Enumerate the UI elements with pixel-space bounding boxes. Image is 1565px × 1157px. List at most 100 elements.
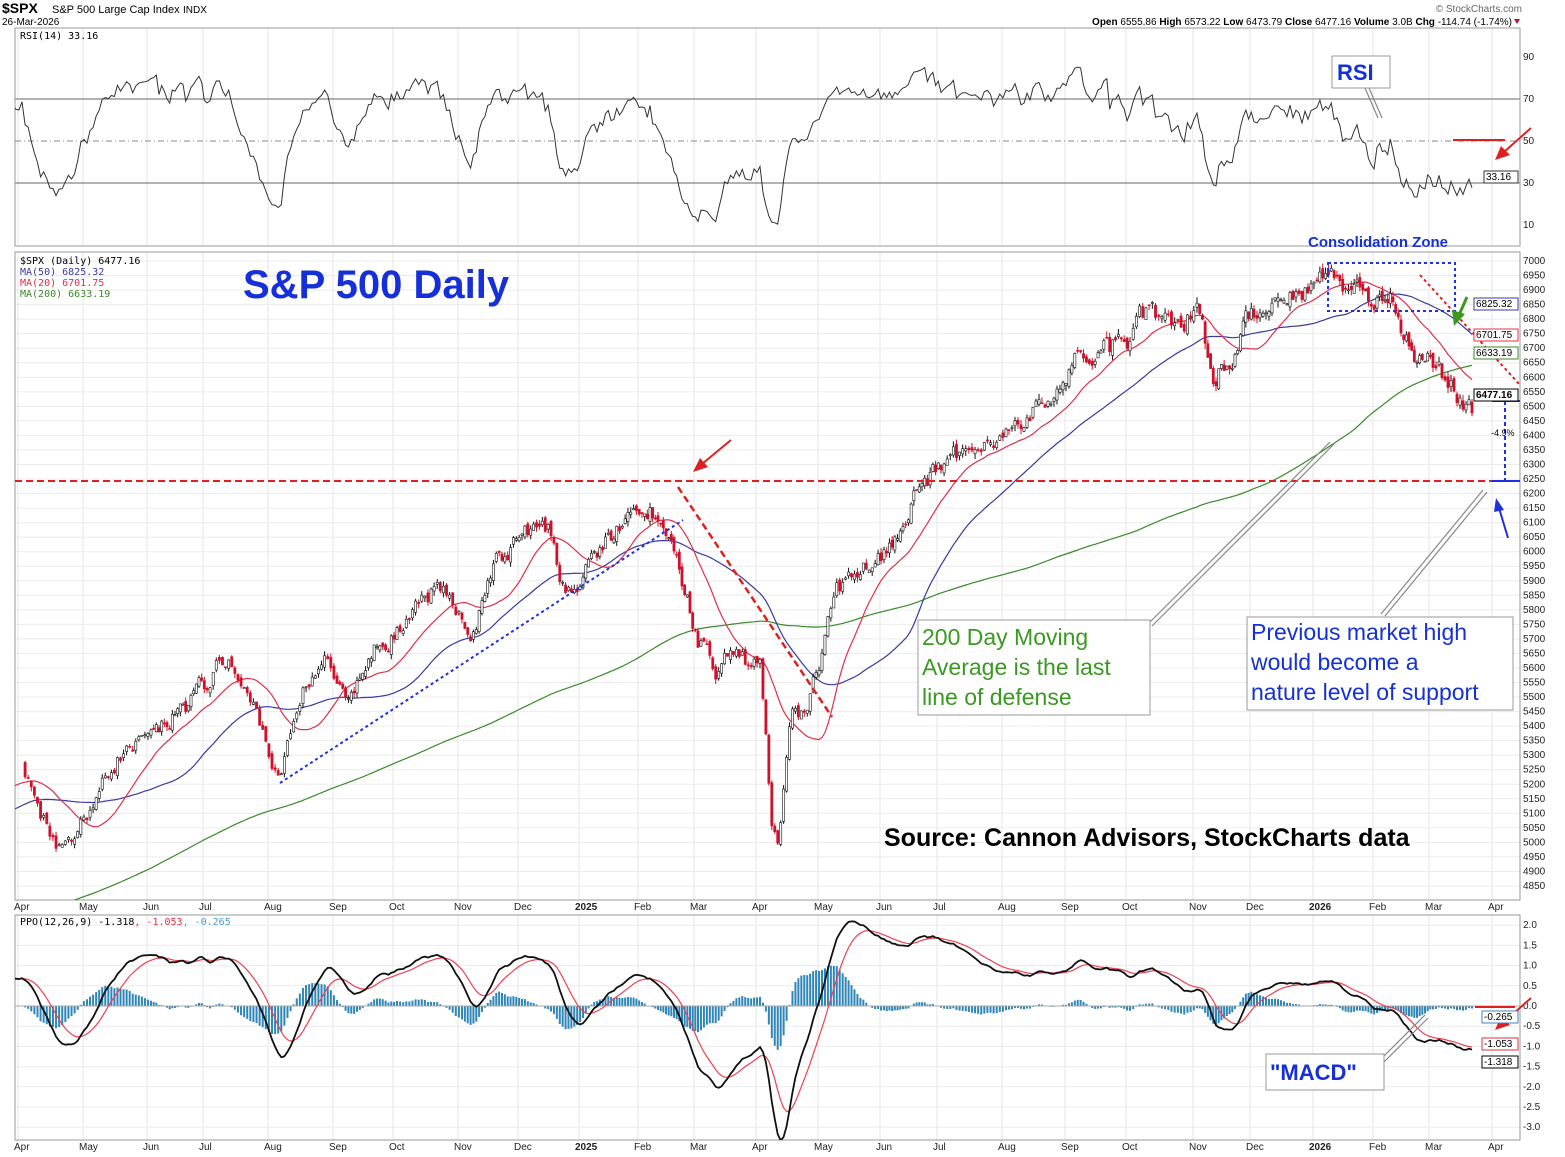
x-tick-label: 2025 bbox=[575, 902, 598, 913]
candle bbox=[1099, 350, 1103, 354]
x-tick-label: Aug bbox=[264, 902, 282, 913]
x-tick-label: Dec bbox=[514, 1142, 532, 1153]
candle bbox=[926, 478, 929, 486]
ppo-histogram-bar bbox=[977, 1006, 980, 1014]
price-tick-label: 6650 bbox=[1523, 358, 1546, 369]
candle bbox=[338, 681, 342, 685]
candle bbox=[598, 547, 602, 557]
ppo-histogram-bar bbox=[1471, 1006, 1473, 1009]
candle bbox=[876, 553, 880, 566]
candle bbox=[1201, 314, 1204, 320]
candle bbox=[802, 710, 806, 713]
ppo-histogram-bar bbox=[61, 1006, 64, 1026]
candle bbox=[948, 454, 952, 457]
ppo-histogram-bar bbox=[1386, 1006, 1389, 1011]
ppo-histogram-bar bbox=[1217, 1006, 1220, 1024]
ppo-histogram-bar bbox=[518, 997, 521, 1006]
candle bbox=[304, 686, 308, 689]
candle bbox=[23, 762, 27, 778]
ppo-histogram-bar bbox=[347, 1006, 350, 1014]
ppo-histogram-bar bbox=[1170, 1006, 1173, 1012]
candle bbox=[1428, 354, 1432, 357]
x-tick-label: Dec bbox=[1246, 902, 1264, 913]
ppo-histogram-bar bbox=[289, 1006, 292, 1012]
candle bbox=[791, 708, 794, 729]
candle bbox=[460, 612, 464, 620]
ppo-histogram-bar bbox=[880, 1006, 883, 1011]
ppo-histogram-bar bbox=[326, 986, 329, 1006]
candle bbox=[1386, 298, 1390, 304]
ppo-histogram-bar bbox=[785, 1006, 788, 1021]
ma20-legend: MA(20) 6701.75 bbox=[20, 278, 104, 289]
candle bbox=[276, 769, 280, 776]
ppo-histogram-bar bbox=[367, 1003, 370, 1006]
candle bbox=[782, 788, 786, 822]
ppo-histogram-bar bbox=[896, 1006, 899, 1011]
price-tick-label: 6150 bbox=[1523, 503, 1546, 514]
ppo-histogram-bar bbox=[931, 1003, 934, 1006]
candle bbox=[1182, 323, 1186, 332]
ppo-tick-label: 0.5 bbox=[1523, 981, 1537, 992]
ppo-histogram-bar bbox=[267, 1006, 270, 1032]
ppo-histogram-bar bbox=[753, 997, 756, 1006]
candle bbox=[57, 844, 61, 847]
ppo-histogram-bar bbox=[1265, 997, 1267, 1006]
candle bbox=[76, 831, 80, 839]
ppo-histogram-bar bbox=[523, 999, 526, 1006]
ppo-histogram-bar bbox=[1338, 1006, 1341, 1009]
ppo-histogram-bar bbox=[729, 1003, 732, 1006]
candle bbox=[1166, 313, 1170, 316]
candle bbox=[699, 640, 703, 647]
candle bbox=[1247, 311, 1250, 319]
ppo-histogram-bar bbox=[998, 1006, 1001, 1013]
svg-text:200 Day Moving: 200 Day Moving bbox=[922, 624, 1088, 650]
ppo-histogram-bar bbox=[82, 1001, 85, 1006]
candle bbox=[477, 610, 481, 632]
ppo-histogram-bar bbox=[1144, 1003, 1147, 1006]
rsi-legend: RSI(14) 33.16 bbox=[20, 31, 98, 42]
ppo-histogram-bar bbox=[1117, 1006, 1120, 1008]
candle bbox=[1105, 336, 1109, 339]
candle bbox=[970, 447, 974, 451]
ppo-histogram-bar bbox=[735, 998, 738, 1006]
candle bbox=[469, 636, 472, 642]
candle bbox=[1355, 279, 1359, 283]
ppo-histogram-bar bbox=[691, 1006, 694, 1031]
x-tick-label: Apr bbox=[14, 902, 30, 913]
ppo-histogram-bar bbox=[1091, 1006, 1094, 1009]
ppo-histogram-bar bbox=[370, 1002, 373, 1006]
candle bbox=[398, 625, 402, 632]
ppo-histogram-bar bbox=[1085, 1003, 1088, 1006]
candle bbox=[258, 708, 262, 726]
candle bbox=[194, 683, 198, 694]
ppo-histogram-bar bbox=[378, 998, 381, 1006]
candle bbox=[1285, 303, 1289, 306]
ppo-histogram-bar bbox=[535, 1004, 538, 1006]
ppo-line bbox=[15, 920, 1473, 1140]
x-tick-label: Nov bbox=[1189, 902, 1207, 913]
ppo-histogram-bar bbox=[856, 994, 859, 1006]
ppo-histogram-bar bbox=[1008, 1006, 1010, 1010]
ppo-histogram-bar bbox=[818, 970, 821, 1006]
ppo-histogram-bar bbox=[140, 996, 143, 1006]
ppo-histogram-bar bbox=[992, 1006, 995, 1014]
ppo-histogram-bar bbox=[826, 966, 829, 1006]
candle bbox=[805, 709, 809, 714]
candle bbox=[1186, 314, 1189, 335]
candle bbox=[236, 674, 240, 681]
ppo-histogram-bar bbox=[42, 1006, 45, 1023]
ppo-histogram-bar bbox=[215, 1004, 218, 1006]
ppo-histogram-bar bbox=[255, 1006, 258, 1024]
ma20-line bbox=[15, 281, 1473, 828]
candle bbox=[358, 677, 362, 681]
ppo-histogram-bar bbox=[717, 1006, 720, 1021]
rsi-tick-label: 70 bbox=[1523, 94, 1535, 105]
candle bbox=[1443, 376, 1447, 381]
ppo-histogram-bar bbox=[98, 990, 101, 1006]
candle bbox=[939, 465, 943, 471]
price-tick-label: 6900 bbox=[1523, 285, 1546, 296]
candle bbox=[1394, 304, 1398, 314]
candle bbox=[1321, 268, 1325, 279]
candle bbox=[882, 549, 886, 560]
candle bbox=[758, 658, 762, 664]
